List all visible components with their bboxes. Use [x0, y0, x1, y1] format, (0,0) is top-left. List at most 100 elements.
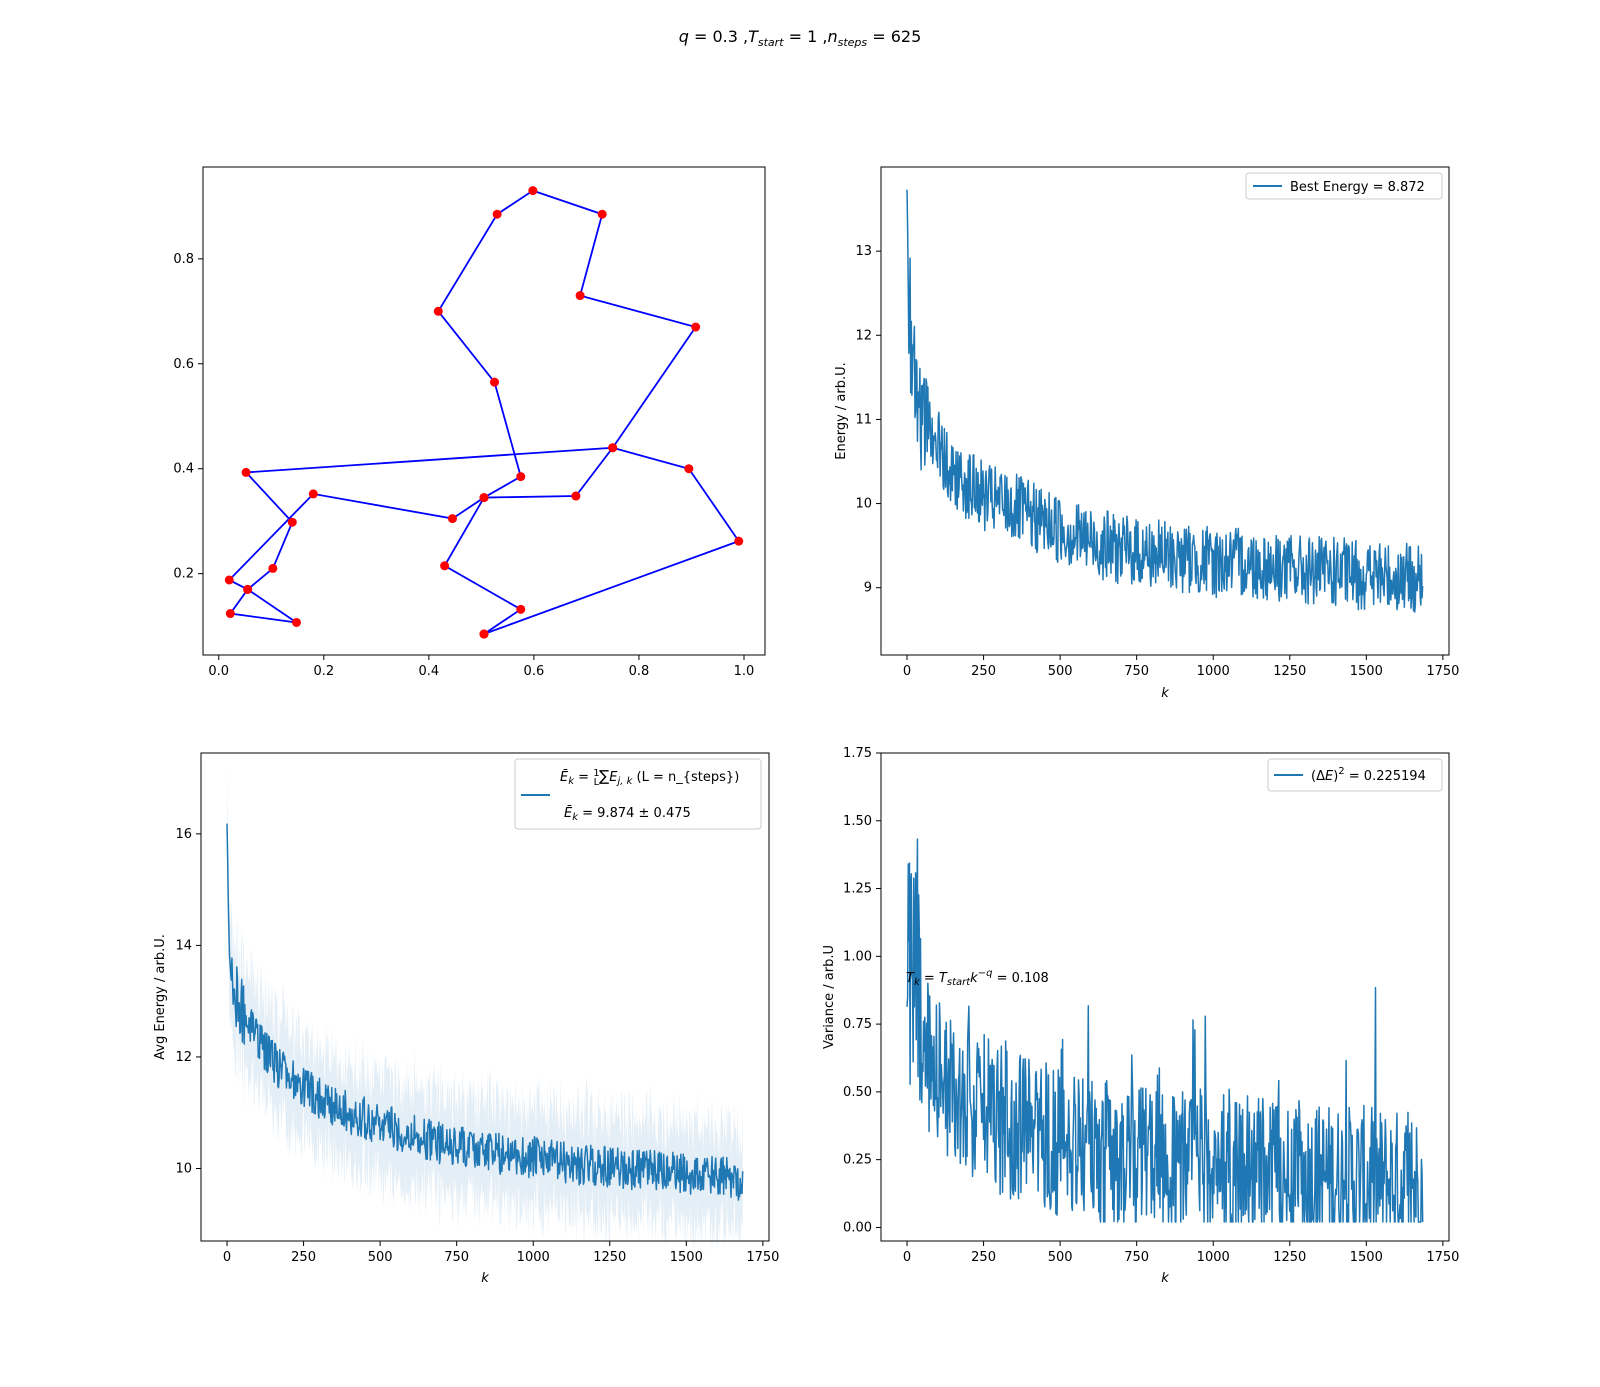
city-point [433, 306, 443, 316]
avg-legend-box [514, 758, 762, 830]
avg_energy-ytick-label: 16 [175, 827, 192, 842]
city-point [492, 209, 502, 219]
avg_energy-xtick-label: 250 [291, 1250, 316, 1265]
city-point [224, 575, 234, 585]
variance-xtick-label: 1500 [1350, 1250, 1383, 1265]
city-point [308, 489, 318, 499]
city-point [268, 563, 278, 573]
city-point [528, 186, 538, 196]
route-ytick-label: 0.6 [173, 357, 194, 372]
variance-ytick-label: 1.75 [843, 746, 872, 761]
route-axes-frame [202, 166, 766, 656]
city-point [479, 493, 489, 503]
energy-axes-frame [880, 166, 1450, 656]
city-point [608, 443, 618, 453]
route-xtick-label: 0.0 [208, 664, 229, 679]
var-legend: (ΔE)2 = 0.225194 [1267, 758, 1443, 792]
figure-title: q = 0.3 ,Tstart = 1 ,nsteps = 625 [679, 27, 922, 49]
avg-std-band [227, 763, 743, 1258]
city-point [490, 377, 500, 387]
avg_energy-ytick-label: 10 [175, 1161, 192, 1176]
variance-series-line [906, 838, 1424, 1223]
route-xtick-label: 1.0 [734, 664, 755, 679]
avg_energy-xtick-label: 1750 [746, 1250, 779, 1265]
avg_energy-series-line [226, 823, 744, 1201]
energy-xtick-label: 1500 [1350, 664, 1383, 679]
route-xtick-label: 0.2 [313, 664, 334, 679]
variance-xtick-label: 1250 [1273, 1250, 1306, 1265]
energy-legend-label: Best Energy = 8.872 [1290, 180, 1425, 195]
route-xtick-label: 0.4 [419, 664, 440, 679]
avg-legend-formula: Ēk = 1 L∑Ej, k (L = n_{steps}) [560, 767, 739, 788]
variance-xtick-label: 250 [971, 1250, 996, 1265]
city-point [734, 536, 744, 546]
var-axes-frame [880, 752, 1450, 1242]
variance-ytick-label: 0.25 [843, 1153, 872, 1168]
city-point [291, 617, 301, 627]
energy-xtick-label: 1250 [1273, 664, 1306, 679]
energy-ytick-label: 11 [855, 412, 872, 427]
variance-xtick-label: 500 [1048, 1250, 1073, 1265]
var-ylabel: Variance / arb.U [822, 945, 837, 1049]
avg_energy-ytick-label: 12 [175, 1050, 192, 1065]
var-annotation: Tk = Tstartk−q = 0.108 [906, 968, 1049, 988]
variance-ytick-label: 0.00 [843, 1220, 872, 1235]
city-point [516, 604, 526, 614]
city-point [684, 464, 694, 474]
energy-xtick-label: 750 [1124, 664, 1149, 679]
energy-ytick-label: 13 [855, 244, 872, 259]
variance-ytick-label: 1.00 [843, 949, 872, 964]
avg_energy-xtick-label: 750 [444, 1250, 469, 1265]
route-ytick-label: 0.2 [173, 567, 194, 582]
avg-axes-frame [200, 752, 770, 1242]
var-xlabel: k [1161, 1271, 1169, 1286]
city-point [597, 209, 607, 219]
energy-ticks: 0 250 500 750 1000 1250 1500 1750 9 10 11 12 13 [855, 244, 1459, 679]
avg-energy-panel: 0 250 500 750 1000 1250 1500 1750 10 12 14 16 Avg E… [153, 752, 779, 1286]
avg_energy-xtick-label: 1250 [593, 1250, 626, 1265]
avg-legend: Ēk = 1 L∑Ej, k (L = n_{steps}) Ēk = 9.874… [514, 758, 762, 830]
energy-xtick-label: 1000 [1197, 664, 1230, 679]
route-panel: 0.0 0.2 0.4 0.6 0.8 1.0 0.2 0.4 0.6 0.8 [173, 166, 766, 679]
var-plot [906, 838, 1424, 1223]
energy-ylabel: Energy / arb.U. [834, 362, 849, 460]
route-ytick-label: 0.8 [173, 252, 194, 267]
route-xtick-label: 0.6 [524, 664, 545, 679]
city-point [691, 322, 701, 332]
variance-ytick-label: 1.25 [843, 882, 872, 897]
var-ticks: 0 250 500 750 1000 1250 1500 1750 0.00 0.25 0.50 0.… [843, 746, 1459, 1265]
var-legend-box [1267, 758, 1443, 792]
avg-legend-value: Ēk = 9.874 ± 0.475 [564, 806, 691, 823]
city-point [287, 517, 297, 527]
city-point [440, 561, 450, 571]
city-point [479, 629, 489, 639]
variance-ytick-label: 0.50 [843, 1085, 872, 1100]
variance-xtick-label: 1000 [1197, 1250, 1230, 1265]
city-point [225, 609, 235, 619]
energy-ytick-label: 12 [855, 328, 872, 343]
energy-legend-box [1245, 172, 1443, 200]
avg_energy-xtick-label: 1000 [517, 1250, 550, 1265]
avg_energy-ytick-label: 14 [175, 938, 192, 953]
variance-ytick-label: 1.50 [843, 814, 872, 829]
route-ytick-label: 0.4 [173, 462, 194, 477]
avg-plot [226, 763, 744, 1258]
variance-xtick-label: 750 [1124, 1250, 1149, 1265]
avg_energy-xtick-label: 1500 [670, 1250, 703, 1265]
energy-series-line [906, 189, 1424, 613]
energy-legend: Best Energy = 8.872 [1245, 172, 1443, 200]
city-point [241, 467, 251, 477]
route-plot [224, 186, 744, 639]
var-legend-label: (ΔE)2 = 0.225194 [1311, 766, 1426, 784]
avg-xlabel: k [481, 1271, 489, 1286]
energy-xlabel: k [1161, 686, 1169, 701]
energy-plot [906, 189, 1424, 613]
energy-xtick-label: 1750 [1426, 664, 1459, 679]
route-xtick-label: 0.8 [629, 664, 650, 679]
city-point [516, 472, 526, 482]
avg_energy-xtick-label: 0 [223, 1250, 231, 1265]
avg_energy-xtick-label: 500 [368, 1250, 393, 1265]
energy-panel: 0 250 500 750 1000 1250 1500 1750 9 10 11 12 13 Ener… [834, 166, 1459, 701]
energy-ytick-label: 9 [864, 581, 872, 596]
variance-panel: 0 250 500 750 1000 1250 1500 1750 0.00 0.25 0.50 0.… [822, 746, 1459, 1286]
